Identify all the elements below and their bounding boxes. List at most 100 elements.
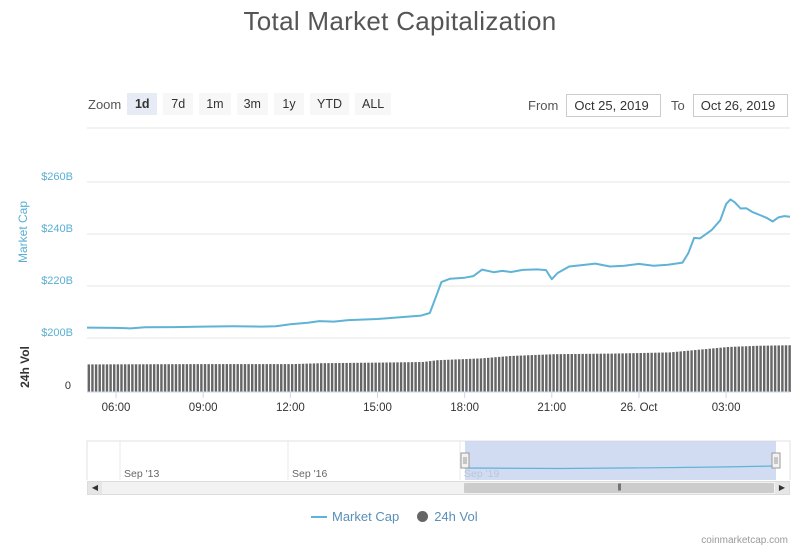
volume-bar [763, 345, 766, 392]
navigator-scrollbar[interactable]: ◀ ||| ▶ [87, 481, 790, 495]
volume-bar [759, 345, 762, 392]
x-tick-label: 26. Oct [620, 402, 658, 414]
volume-bar [744, 346, 748, 392]
volume-bar [189, 364, 192, 392]
volume-bar [410, 362, 414, 392]
to-date-input[interactable]: Oct 26, 2019 [692, 93, 788, 117]
volume-bar [432, 360, 435, 392]
range-from: From Oct 25, 2019 [528, 93, 662, 117]
volume-bar [200, 364, 203, 392]
volume-bar [592, 353, 595, 392]
zoom-label: Zoom [88, 96, 122, 112]
volume-bar [113, 364, 116, 392]
volume-bar [715, 348, 719, 392]
volume-bar [708, 348, 711, 392]
volume-bar [276, 364, 279, 392]
volume-bar [494, 357, 497, 392]
zoom-all-button[interactable]: ALL [354, 93, 392, 115]
legend-market-cap[interactable]: Market Cap [311, 509, 399, 524]
scrollbar-thumb[interactable]: ||| [464, 483, 774, 493]
scroll-left-arrow[interactable]: ◀ [88, 482, 102, 494]
legend: Market Cap 24h Vol [311, 509, 496, 524]
legend-volume-swatch [417, 511, 429, 522]
volume-bar [142, 364, 145, 392]
zoom-1d-button[interactable]: 1d [127, 93, 158, 115]
volume-bar [483, 358, 486, 392]
volume-bar [396, 362, 399, 392]
volume-bar [668, 352, 672, 392]
volume-bar [236, 364, 239, 392]
volume-bar [131, 364, 134, 392]
volume-bar [338, 363, 341, 392]
from-label: From [528, 97, 559, 113]
volume-bar [534, 354, 537, 392]
volume-bar [519, 355, 523, 392]
volume-bar [487, 357, 490, 392]
volume-bar [784, 345, 788, 392]
navigator-label: Sep '13 [124, 468, 159, 480]
volume-bar [537, 354, 541, 392]
volume-bar [505, 356, 508, 392]
volume-bar [290, 364, 294, 392]
zoom-1m-button[interactable]: 1m [199, 93, 231, 115]
volume-bar [450, 359, 454, 392]
volume-bar [454, 359, 457, 392]
volume-bar [367, 362, 370, 392]
chart-canvas[interactable]: $200B $220B $240B $260B 0 06:00 09:00 12:00 15:0… [0, 0, 800, 480]
volume-bar [530, 355, 534, 392]
zoom-3m-button[interactable]: 3m [236, 93, 268, 115]
volume-bar [563, 354, 566, 392]
volume-bar [574, 353, 577, 392]
volume-bar [152, 364, 156, 392]
volume-bar [407, 362, 410, 392]
volume-bar [323, 363, 327, 392]
volume-bar [134, 364, 138, 392]
navigator-handle-right[interactable] [771, 452, 781, 469]
volume-bar [418, 362, 421, 392]
volume-bar [145, 364, 149, 392]
volume-bar [414, 362, 417, 392]
volume-bar [225, 364, 229, 392]
volume-bar [381, 362, 385, 392]
volume-bar [548, 354, 552, 392]
legend-market-cap-label: Market Cap [332, 509, 400, 524]
range-to: To Oct 26, 2019 [671, 93, 788, 117]
volume-bar [167, 364, 170, 392]
volume-bar [269, 364, 272, 392]
volume-bar [327, 363, 330, 392]
y-tick-label: $220B [41, 275, 73, 287]
volume-bar [240, 364, 243, 392]
navigator-handle-left[interactable] [460, 452, 470, 469]
volume-bar [280, 364, 283, 392]
volume-bar [312, 363, 316, 392]
volume-bar [243, 364, 247, 392]
scroll-right-arrow[interactable]: ▶ [775, 482, 789, 494]
volume-bar [694, 350, 697, 392]
volume-bar [229, 364, 232, 392]
volume-bar [359, 362, 363, 392]
volume-bar [690, 350, 693, 392]
from-date-input[interactable]: Oct 25, 2019 [566, 93, 662, 117]
zoom-ytd-button[interactable]: YTD [309, 93, 349, 115]
volume-bar [632, 353, 635, 392]
volume-bar [298, 363, 301, 392]
zoom-7d-button[interactable]: 7d [163, 93, 194, 115]
volume-bar [105, 364, 109, 392]
volume-bar [214, 364, 218, 392]
volume-bar [399, 362, 403, 392]
volume-bar [664, 352, 668, 392]
volume-bar [94, 364, 98, 392]
volume-bar [428, 361, 432, 392]
legend-volume[interactable]: 24h Vol [417, 509, 478, 524]
volume-tick-label: 0 [65, 380, 71, 392]
credits-link[interactable]: coinmarketcap.com [701, 535, 788, 546]
volume-bar [766, 345, 770, 392]
volume-bar [305, 363, 308, 392]
volume-bar [635, 353, 639, 392]
volume-bar [163, 364, 167, 392]
zoom-1y-button[interactable]: 1y [273, 93, 304, 115]
volume-bar [581, 353, 584, 392]
volume-bar [625, 353, 628, 392]
volume-bar [595, 353, 599, 392]
volume-bar [443, 359, 446, 392]
